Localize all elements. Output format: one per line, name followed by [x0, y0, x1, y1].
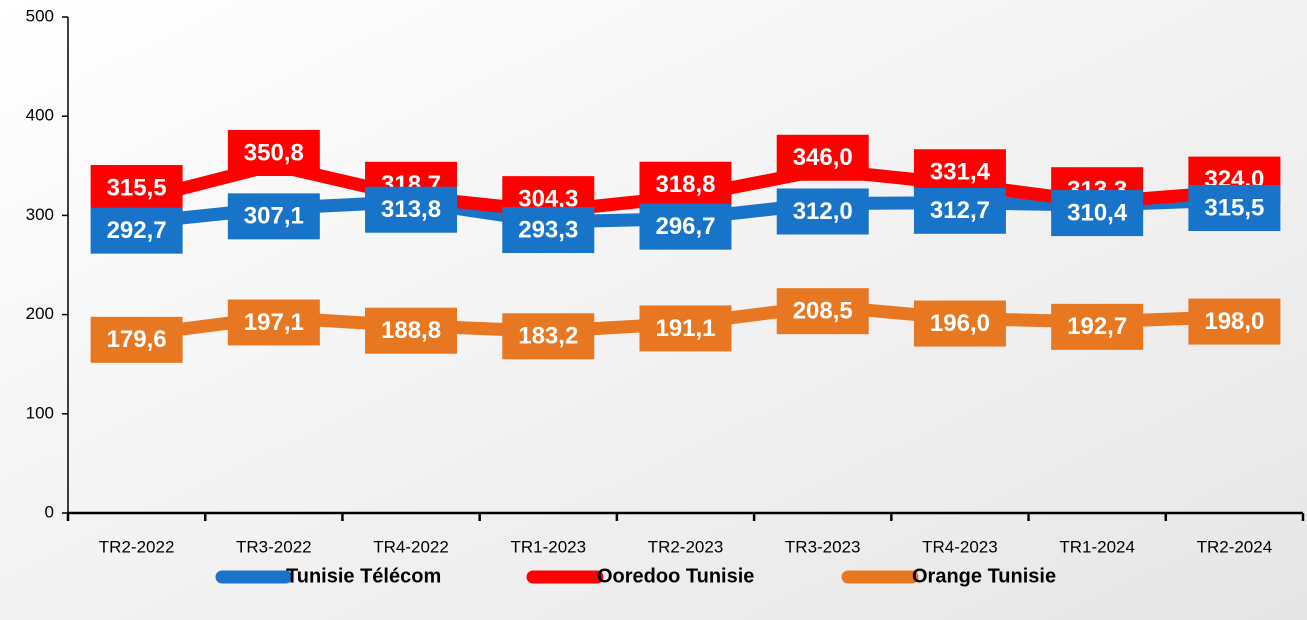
data-label: 315,5 — [107, 174, 167, 201]
x-tick-label: TR3-2023 — [785, 537, 861, 556]
data-label: 312,7 — [930, 197, 990, 224]
data-label: 331,4 — [930, 159, 991, 186]
data-label: 315,5 — [1204, 194, 1264, 221]
y-tick-label: 200 — [26, 304, 54, 323]
x-tick-label: TR2-2022 — [99, 537, 175, 556]
x-tick-label: TR4-2023 — [922, 537, 998, 556]
data-label: 296,7 — [655, 213, 715, 240]
data-label: 179,6 — [107, 326, 167, 353]
data-label-box — [776, 134, 869, 181]
data-label: 292,7 — [107, 217, 167, 244]
data-label: 346,0 — [793, 144, 853, 171]
data-label: 312,0 — [793, 198, 853, 225]
data-label: 198,0 — [1204, 308, 1264, 335]
y-tick-label: 100 — [26, 403, 54, 422]
data-label-box — [365, 307, 458, 354]
x-tick-label: TR3-2022 — [236, 537, 312, 556]
x-tick-label: TR2-2024 — [1197, 537, 1273, 556]
data-label-box — [639, 203, 732, 250]
data-label: 293,3 — [518, 216, 578, 243]
data-label: 191,1 — [655, 315, 715, 342]
x-tick-label: TR4-2022 — [373, 537, 449, 556]
data-label: 350,8 — [244, 139, 304, 166]
y-tick-label: 400 — [26, 106, 54, 125]
data-label-box — [227, 130, 320, 177]
data-label-box — [502, 207, 595, 254]
legend-label: Tunisie Télécom — [286, 565, 441, 587]
y-tick-label: 0 — [45, 502, 54, 521]
data-label: 183,2 — [518, 323, 578, 350]
y-tick-label: 300 — [26, 205, 54, 224]
data-label-box — [913, 187, 1006, 234]
data-label: 192,7 — [1067, 313, 1127, 340]
data-label-box — [776, 288, 869, 335]
data-label-box — [90, 316, 183, 363]
data-label-box — [913, 300, 1006, 347]
legend-label: Orange Tunisie — [912, 565, 1056, 587]
data-label: 313,8 — [381, 196, 441, 223]
legend-label: Ooredoo Tunisie — [597, 565, 754, 587]
data-label-box — [1188, 298, 1281, 345]
data-label-box — [227, 299, 320, 346]
data-label-box — [502, 313, 595, 360]
data-label-box — [639, 161, 732, 208]
data-label: 307,1 — [244, 203, 304, 230]
data-label: 188,8 — [381, 317, 441, 344]
data-label: 196,0 — [930, 310, 990, 337]
data-label-box — [913, 149, 1006, 196]
data-label-box — [1188, 185, 1281, 232]
data-label-box — [90, 207, 183, 254]
y-tick-label: 500 — [26, 6, 54, 25]
data-label: 197,1 — [244, 309, 304, 336]
data-label-box — [365, 186, 458, 233]
data-label: 310,4 — [1067, 199, 1128, 226]
data-label-box — [90, 165, 183, 212]
x-tick-label: TR2-2023 — [648, 537, 724, 556]
data-label: 208,5 — [793, 298, 853, 325]
x-tick-label: TR1-2023 — [510, 537, 586, 556]
data-label-box — [227, 193, 320, 240]
data-label-box — [1051, 303, 1144, 350]
data-label: 318,8 — [655, 171, 715, 198]
x-tick-label: TR1-2024 — [1059, 537, 1135, 556]
data-label-box — [776, 188, 869, 235]
data-label-box — [1051, 190, 1144, 237]
data-label-box — [639, 305, 732, 352]
